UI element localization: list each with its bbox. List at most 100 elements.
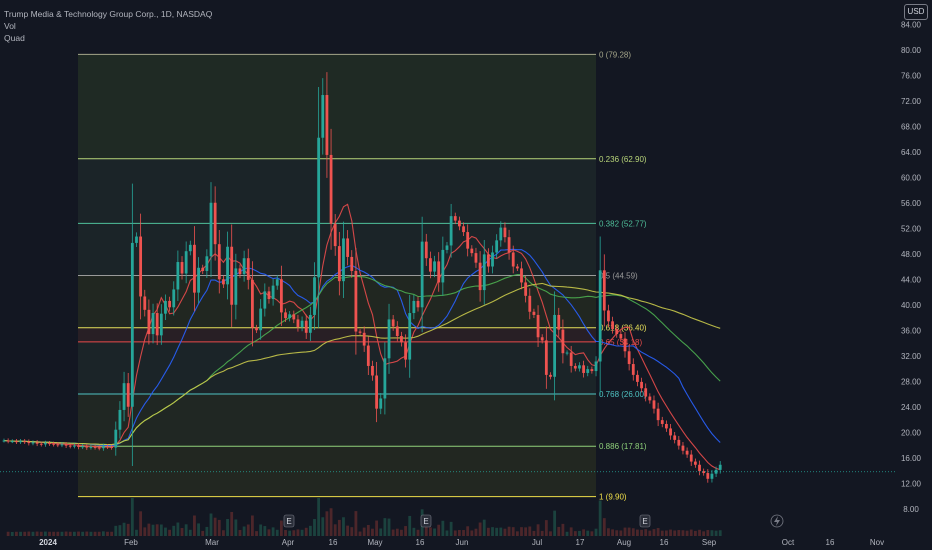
candle-body: [122, 383, 126, 410]
volume-bar: [31, 531, 35, 536]
candle-body: [693, 461, 697, 465]
candle-body: [64, 444, 68, 446]
candle-body: [714, 469, 718, 474]
candle-body: [110, 446, 114, 448]
price-tick-label: 48.00: [901, 250, 922, 259]
volume-bar: [387, 518, 391, 536]
candle-body: [718, 464, 722, 470]
volume-bar: [416, 529, 420, 536]
candle-body: [164, 300, 167, 314]
quad-indicator-label[interactable]: Quad: [4, 33, 25, 43]
candle-body: [486, 254, 490, 267]
candle-body: [520, 268, 523, 283]
volume-bar: [681, 530, 685, 536]
volume-bar: [110, 531, 114, 536]
candle-body: [304, 320, 308, 333]
price-tick-label: 68.00: [901, 122, 922, 131]
candle-body: [255, 327, 258, 331]
volume-bar: [271, 527, 275, 536]
candle-body: [598, 270, 602, 362]
volume-bar: [6, 531, 10, 536]
earnings-marker: [639, 514, 651, 528]
candle-body: [458, 220, 461, 227]
volume-bar: [656, 528, 660, 536]
volume-bar: [718, 530, 722, 536]
volume-bar: [515, 531, 519, 536]
candle-body: [511, 252, 515, 267]
candle-body: [528, 295, 532, 312]
candle-body: [300, 320, 304, 328]
volume-bar: [594, 528, 598, 536]
candle-body: [267, 291, 271, 300]
candle-body: [449, 216, 453, 246]
earnings-marker: [283, 514, 295, 528]
candle-body: [582, 365, 585, 373]
candle-body: [437, 261, 441, 283]
volume-bar: [135, 529, 138, 536]
volume-bar: [507, 526, 511, 536]
volume-bar: [557, 526, 561, 536]
candle-body: [648, 396, 652, 401]
volume-bar: [168, 529, 171, 536]
volume-bar: [569, 527, 573, 536]
volume-bar: [284, 530, 287, 536]
candle-body: [172, 289, 176, 308]
volume-bar: [462, 530, 465, 536]
price-tick-label: 12.00: [901, 479, 922, 488]
volume-bar: [39, 531, 43, 536]
candle-body: [27, 441, 31, 444]
candle-body: [48, 443, 51, 445]
time-tick-label: Sep: [702, 538, 717, 547]
volume-bar: [466, 526, 470, 536]
candle-body: [242, 258, 246, 275]
fib-zone: [78, 275, 596, 328]
candle-body: [106, 446, 109, 448]
price-tick-label: 32.00: [901, 352, 922, 361]
time-tick-label: Feb: [124, 538, 138, 547]
volume-bar: [640, 529, 643, 536]
candle-body: [383, 358, 387, 399]
symbol-title[interactable]: Trump Media & Technology Group Corp., 1D…: [4, 9, 213, 19]
candle-body: [89, 446, 93, 448]
volume-bar: [549, 531, 552, 536]
candle-body: [19, 441, 22, 443]
volume-bar: [101, 531, 105, 536]
volume-indicator-label[interactable]: Vol: [4, 21, 16, 31]
volume-bar: [126, 523, 130, 536]
candle-body: [453, 216, 457, 221]
candle-body: [6, 440, 10, 442]
candle-body: [180, 262, 184, 274]
time-tick-label: 2024: [39, 538, 57, 547]
price-tick-label: 52.00: [901, 224, 922, 233]
volume-bar: [602, 518, 606, 536]
candle-body: [619, 334, 623, 339]
currency-button[interactable]: USD: [904, 4, 928, 20]
volume-bar: [23, 531, 27, 536]
time-tick-label: 16: [329, 538, 338, 547]
fib-level-label: 0.5 (44.59): [599, 271, 638, 280]
volume-bar: [213, 517, 217, 536]
candle-body: [470, 248, 474, 254]
volume-bar: [19, 531, 22, 536]
volume-bar: [238, 530, 242, 536]
candle-body: [130, 242, 134, 407]
volume-bar: [350, 527, 354, 536]
volume-bar: [499, 527, 503, 536]
candle-body: [429, 258, 432, 272]
candle-body: [263, 291, 267, 309]
volume-bar: [52, 531, 56, 536]
volume-bar: [586, 530, 590, 536]
candle-body: [644, 388, 648, 397]
volume-bar: [325, 511, 329, 536]
candle-body: [515, 266, 519, 269]
price-tick-label: 80.00: [901, 46, 922, 55]
candle-body: [81, 446, 85, 448]
candle-body: [433, 261, 436, 272]
candle-body: [346, 238, 350, 257]
candle-body: [391, 319, 395, 327]
candle-body: [337, 246, 341, 282]
volume-bar: [565, 531, 569, 536]
time-tick-label: Mar: [205, 538, 219, 547]
candle-body: [491, 252, 494, 267]
